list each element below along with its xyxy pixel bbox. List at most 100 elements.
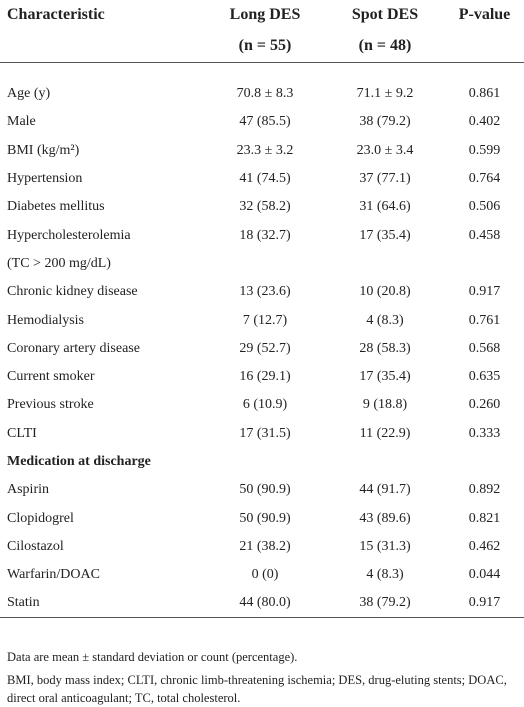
cell: 44 (91.7) [359, 482, 411, 498]
row-label: CLTI [7, 425, 37, 441]
cell: 16 (29.1) [239, 369, 291, 385]
cell: 17 (31.5) [239, 425, 291, 441]
cell: 7 (12.7) [242, 312, 288, 328]
cell: 0.821 [468, 510, 501, 526]
table-row: Statin 44 (80.0) 38 (79.2) 0.917 [0, 589, 524, 619]
cell: 6 (10.9) [242, 397, 288, 413]
cell: 0.333 [468, 425, 501, 441]
section-row: Medication at discharge [0, 448, 524, 476]
cell: 31 (64.6) [359, 199, 411, 215]
cell: 0.917 [445, 589, 524, 619]
row-label: Previous stroke [7, 397, 94, 413]
cell: 0.764 [468, 171, 501, 187]
column-header: Characteristic [7, 6, 105, 23]
footnote: Data are mean ± standard deviation or co… [7, 650, 298, 664]
table-row: Cilostazol 21 (38.2) 15 (31.3) 0.462 [0, 533, 524, 561]
row-label: Hypertension [7, 171, 83, 187]
cell: 0.260 [468, 397, 501, 413]
row-label: Chronic kidney disease [7, 284, 138, 300]
row-label: Warfarin/DOAC [7, 567, 100, 583]
cell: 29 (52.7) [239, 340, 291, 356]
cell: 71.1 ± 9.2 [356, 86, 414, 102]
section-title: Medication at discharge [7, 454, 151, 469]
column-subheader: (n = 48) [325, 30, 445, 63]
cell: 70.8 ± 8.3 [236, 86, 294, 102]
cell: 0.462 [468, 538, 501, 554]
cell: 13 (23.6) [239, 284, 291, 300]
cell: 0.458 [468, 227, 501, 243]
table-row: (TC > 200 mg/dL) [0, 250, 524, 278]
cell: 37 (77.1) [359, 171, 411, 187]
row-label: BMI (kg/m²) [7, 142, 80, 158]
table-row: Hemodialysis 7 (12.7) 4 (8.3) 0.761 [0, 306, 524, 334]
cell: 50 (90.9) [239, 482, 291, 498]
cell: 10 (20.8) [359, 284, 411, 300]
cell: 38 (79.2) [359, 114, 411, 130]
column-header: Long DES [229, 6, 301, 23]
cell: 23.3 ± 3.2 [236, 142, 294, 158]
cell: 32 (58.2) [239, 199, 291, 215]
table-row: Male 47 (85.5) 38 (79.2) 0.402 [0, 108, 524, 136]
cell: 0.761 [468, 312, 501, 328]
table-row: Age (y) 70.8 ± 8.3 71.1 ± 9.2 0.861 [0, 80, 524, 108]
cell: 44 (80.0) [205, 589, 325, 619]
data-table: Characteristic Long DES Spot DES P-value (n … [0, 0, 524, 619]
cell: 28 (58.3) [359, 340, 411, 356]
cell: 47 (85.5) [239, 114, 291, 130]
row-label: Diabetes mellitus [7, 199, 105, 215]
cell: 21 (38.2) [239, 538, 291, 554]
cell: 0 (0) [251, 567, 279, 583]
row-label: (TC > 200 mg/dL) [7, 255, 111, 271]
column-subheader [0, 30, 205, 63]
table-row: Chronic kidney disease 13 (23.6) 10 (20.8)… [0, 278, 524, 306]
cell: 0.892 [468, 482, 501, 498]
cell: 0.506 [468, 199, 501, 215]
table-row: Hypertension 41 (74.5) 37 (77.1) 0.764 [0, 165, 524, 193]
cell: 0.402 [468, 114, 501, 130]
cell: 23.0 ± 3.4 [356, 142, 414, 158]
cell: 15 (31.3) [359, 538, 411, 554]
table-row: BMI (kg/m²) 23.3 ± 3.2 23.0 ± 3.4 0.599 [0, 137, 524, 165]
row-label: Cilostazol [7, 538, 64, 554]
row-label: Aspirin [7, 482, 49, 498]
table-row: Warfarin/DOAC 0 (0) 4 (8.3) 0.044 [0, 561, 524, 589]
table-row: Hypercholesterolemia 18 (32.7) 17 (35.4) 0.… [0, 221, 524, 249]
spacer-cell [0, 63, 524, 81]
cell: 50 (90.9) [239, 510, 291, 526]
cell [205, 250, 325, 278]
cell: 9 (18.8) [362, 397, 408, 413]
column-header: P-value [458, 6, 511, 23]
row-label: Statin [0, 589, 205, 619]
cell: 38 (79.2) [325, 589, 445, 619]
cell [445, 250, 524, 278]
header-row: Characteristic Long DES Spot DES P-value [0, 0, 524, 30]
row-label: Current smoker [7, 369, 95, 385]
cell [325, 250, 445, 278]
cell: 0.044 [468, 567, 501, 583]
row-label: Coronary artery disease [7, 340, 140, 356]
row-label: Age (y) [7, 86, 51, 102]
cell: 0.635 [468, 369, 501, 385]
table-row: Coronary artery disease 29 (52.7) 28 (58.3… [0, 335, 524, 363]
cell: 4 (8.3) [366, 312, 404, 328]
table-row: Previous stroke 6 (10.9) 9 (18.8) 0.260 [0, 391, 524, 419]
row-label: Male [7, 114, 36, 130]
table-row: Aspirin 50 (90.9) 44 (91.7) 0.892 [0, 476, 524, 504]
row-label: Clopidogrel [7, 510, 74, 526]
header-sub-row: (n = 55) (n = 48) [0, 30, 524, 63]
cell: 0.917 [468, 284, 501, 300]
cell: 0.599 [468, 142, 501, 158]
cell: 4 (8.3) [366, 567, 404, 583]
column-subheader: (n = 55) [205, 30, 325, 63]
cell: 17 (35.4) [359, 227, 411, 243]
row-label: Hypercholesterolemia [7, 227, 131, 243]
cell: 41 (74.5) [239, 171, 291, 187]
cell: 0.861 [468, 86, 501, 102]
cell: 18 (32.7) [239, 227, 291, 243]
row-label: Hemodialysis [7, 312, 84, 328]
cell: 43 (89.6) [359, 510, 411, 526]
table-row: Current smoker 16 (29.1) 17 (35.4) 0.635 [0, 363, 524, 391]
table-row: Diabetes mellitus 32 (58.2) 31 (64.6) 0.506 [0, 193, 524, 221]
column-subheader [445, 30, 524, 63]
